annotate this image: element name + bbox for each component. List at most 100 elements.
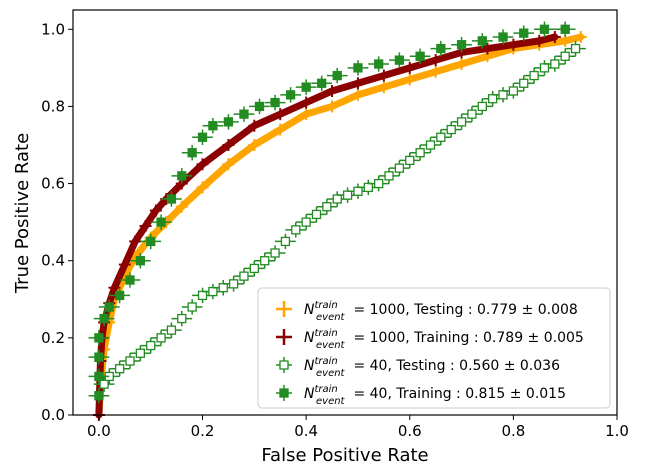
data-point xyxy=(429,65,442,78)
data-point xyxy=(420,137,441,153)
data-point xyxy=(249,98,270,115)
data-point xyxy=(534,21,555,37)
data-point xyxy=(523,67,545,84)
legend-label: Ntrain event = 40, Training : 0.815 ± 0.0… xyxy=(304,384,566,407)
data-point xyxy=(248,119,261,132)
series-layer xyxy=(88,21,587,421)
data-point xyxy=(129,345,151,361)
data-point xyxy=(455,58,468,70)
data-point xyxy=(368,175,390,192)
data-point xyxy=(306,206,327,223)
ticks-layer: 0.0 0.2 0.4 0.6 0.8 1.0 0.0 0.2 0.4 0.6 0.8 1.0 xyxy=(41,20,629,440)
data-point xyxy=(300,96,313,109)
data-point xyxy=(181,299,203,315)
data-point xyxy=(503,83,524,99)
data-point xyxy=(196,181,209,194)
legend-sup: train xyxy=(314,384,337,395)
data-point xyxy=(326,67,348,84)
data-point xyxy=(223,276,244,292)
data-point xyxy=(109,287,130,304)
data-point xyxy=(471,33,493,49)
data-point xyxy=(150,214,172,230)
legend-entry: Ntrain event = 40, Training : 0.815 ± 0.0… xyxy=(276,384,566,407)
data-point xyxy=(409,145,431,161)
data-point xyxy=(548,31,561,43)
plot-frame xyxy=(72,9,618,416)
legend-n: N xyxy=(304,358,315,374)
data-point xyxy=(351,77,364,90)
data-point xyxy=(451,37,472,53)
data-point xyxy=(171,310,193,327)
data-point xyxy=(88,330,110,346)
data-point xyxy=(93,376,115,392)
legend-sup: train xyxy=(314,356,337,367)
legend-sup: train xyxy=(314,328,337,339)
data-point xyxy=(471,98,493,115)
y-axis-label: True Positive Rate xyxy=(12,133,33,294)
data-point xyxy=(161,322,182,338)
data-point xyxy=(202,118,224,134)
series-4 xyxy=(88,21,576,404)
data-point xyxy=(140,233,162,250)
data-point xyxy=(429,54,442,67)
data-point xyxy=(403,73,416,86)
data-point xyxy=(316,199,338,215)
y-tick-label: 0.2 xyxy=(41,329,65,347)
legend-label: Ntrain event = 40, Testing : 0.560 ± 0.03… xyxy=(304,356,560,379)
data-point xyxy=(574,31,587,43)
legend-sup: train xyxy=(314,300,337,311)
data-point xyxy=(233,268,255,284)
legend-n: N xyxy=(304,386,315,402)
legend: Ntrain event = 1000, Testing : 0.779 ± 0.… xyxy=(257,287,611,409)
data-point xyxy=(280,87,301,103)
data-point xyxy=(389,52,410,68)
legend-text-rest: = 40, Training : 0.815 ± 0.015 xyxy=(349,386,566,402)
data-point xyxy=(326,100,339,113)
data-point xyxy=(175,200,188,213)
data-point xyxy=(181,145,203,161)
data-point xyxy=(451,114,472,130)
data-point xyxy=(409,48,431,64)
data-point xyxy=(129,253,151,269)
data-point xyxy=(88,368,110,385)
data-point xyxy=(300,108,313,121)
y-tick-label: 0.8 xyxy=(41,97,65,115)
legend-text-rest: = 1000, Training : 0.789 ± 0.005 xyxy=(349,330,584,346)
data-point xyxy=(264,94,286,111)
series-3 xyxy=(93,40,586,392)
data-point xyxy=(88,349,110,365)
data-point xyxy=(347,60,369,76)
data-point xyxy=(161,191,182,207)
y-tick-label: 0.0 xyxy=(41,406,65,424)
data-point xyxy=(351,88,364,101)
legend-n: N xyxy=(304,302,315,318)
data-point xyxy=(507,38,520,51)
data-point xyxy=(544,56,566,72)
data-point xyxy=(274,123,287,136)
data-point xyxy=(109,361,130,377)
data-point xyxy=(461,106,483,122)
data-point xyxy=(139,220,152,232)
y-tick-label: 0.6 xyxy=(41,175,65,193)
data-point xyxy=(295,214,317,230)
legend-sub: event xyxy=(316,368,346,379)
data-point xyxy=(149,204,162,217)
data-point xyxy=(119,353,141,369)
y-tick-label: 0.4 xyxy=(41,252,65,270)
legend-label: Ntrain event = 1000, Testing : 0.779 ± 0.… xyxy=(304,300,578,323)
legend-text-rest: = 40, Testing : 0.560 ± 0.036 xyxy=(349,358,560,374)
legend-n: N xyxy=(304,330,315,346)
data-point xyxy=(311,75,333,91)
data-point xyxy=(481,42,494,55)
data-point xyxy=(513,25,535,41)
data-point xyxy=(377,69,390,82)
data-point xyxy=(88,388,110,404)
x-tick-label: 0.8 xyxy=(501,422,525,440)
data-point xyxy=(326,85,339,97)
data-point xyxy=(399,152,421,169)
legend-entry: Ntrain event = 1000, Training : 0.789 ± 0… xyxy=(276,328,584,351)
x-tick-label: 0.6 xyxy=(398,422,422,440)
legend-entry: Ntrain event = 1000, Testing : 0.779 ± 0.… xyxy=(276,300,578,323)
data-point xyxy=(378,168,400,184)
